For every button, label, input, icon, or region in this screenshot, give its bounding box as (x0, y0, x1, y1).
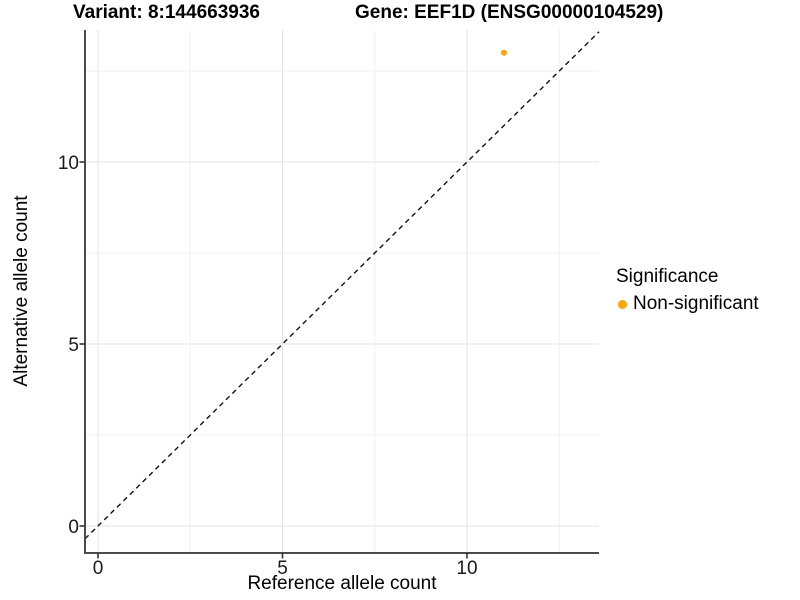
plot-title-variant: Variant: 8:144663936 (73, 2, 260, 23)
y-axis-label: Alternative allele count (11, 195, 32, 387)
identity-reference-line (84, 31, 600, 540)
plot-title-gene: Gene: EEF1D (ENSG00000104529) (355, 2, 664, 23)
legend-item-non-significant: Non-significant (616, 293, 759, 315)
x-axis-label: Reference allele count (247, 573, 437, 594)
data-point (500, 49, 507, 56)
legend-point-icon (618, 299, 627, 309)
x-tick-label: 5 (277, 558, 288, 579)
legend-item-label: Non-significant (633, 293, 759, 314)
legend-title: Significance (616, 266, 719, 287)
axis-lines (84, 30, 599, 554)
x-tick-label: 0 (93, 558, 104, 579)
legend: Significance Non-significant (616, 266, 759, 315)
y-tick-label: 10 (58, 153, 79, 174)
y-tick-label: 5 (68, 335, 79, 356)
x-tick-label: 10 (456, 558, 477, 579)
y-tick-label: 0 (68, 517, 79, 538)
